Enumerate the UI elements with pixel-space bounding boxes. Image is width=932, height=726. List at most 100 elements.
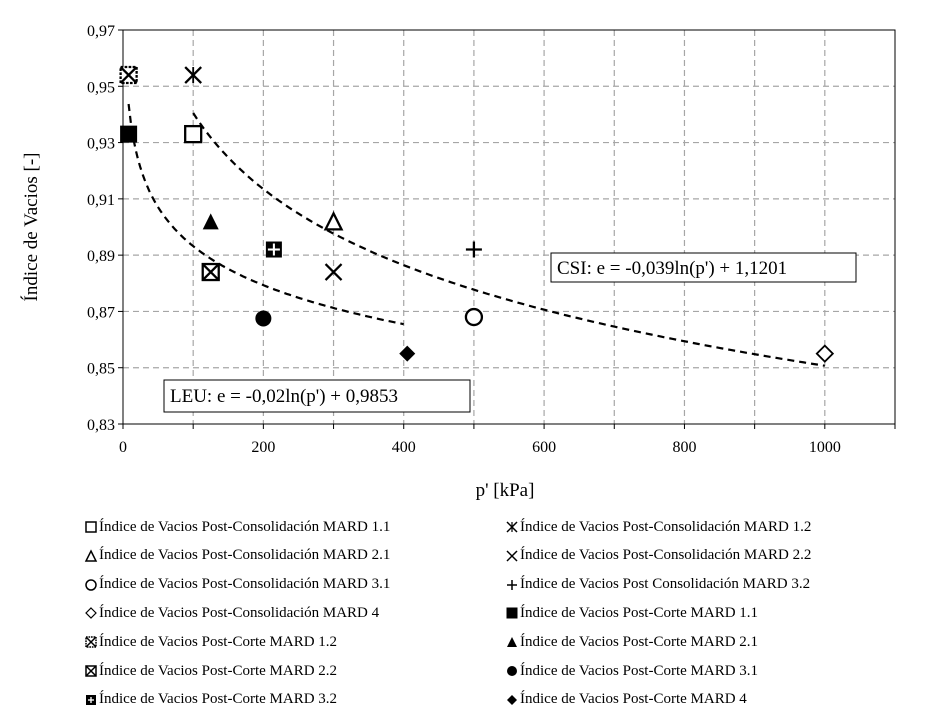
legend: Índice de Vacios Post-Consolidación MARD… bbox=[84, 516, 932, 724]
legend-item: Índice de Vacios Post-Consolidación MARD… bbox=[84, 516, 390, 538]
trendline-leu bbox=[127, 103, 404, 326]
data-point-9 bbox=[119, 65, 138, 85]
legend-marker-icon bbox=[506, 550, 518, 562]
data-points bbox=[119, 65, 835, 363]
data-point-10 bbox=[202, 213, 219, 230]
scatter-chart: 0,83 0,85 0,87 0,89 0,91 0,93 0,95 0,97 0 200 400… bbox=[20, 23, 896, 501]
y-tick-label: 0,87 bbox=[87, 304, 115, 321]
y-tick-label: 0,83 bbox=[87, 417, 115, 434]
legend-label: Índice de Vacios Post-Corte MARD 2.1 bbox=[520, 633, 759, 650]
legend-item: Índice de Vacios Post-Corte MARD 2.2 bbox=[84, 660, 337, 682]
leu-equation-label: LEU: e = -0,02ln(p') + 0,9853 bbox=[170, 386, 398, 407]
legend-marker bbox=[506, 607, 518, 619]
legend-item: Índice de Vacios Post-Consolidación MARD… bbox=[84, 574, 390, 596]
grid-lines bbox=[123, 30, 895, 424]
legend-marker-icon bbox=[507, 579, 517, 590]
legend-marker-icon bbox=[86, 694, 96, 705]
legend-marker bbox=[507, 694, 517, 705]
legend-marker bbox=[86, 694, 96, 705]
legend-marker bbox=[84, 549, 98, 562]
legend-label: Índice de Vacios Post-Consolidación MARD… bbox=[99, 576, 391, 593]
x-tick-label: 200 bbox=[251, 439, 275, 456]
legend-item: Índice de Vacios Post-Corte MARD 2.1 bbox=[505, 631, 758, 653]
legend-label: Índice de Vacios Post-Consolidación MARD… bbox=[99, 518, 391, 535]
trendlines bbox=[127, 103, 825, 367]
y-tick-label: 0,85 bbox=[87, 361, 115, 378]
legend-label: Índice de Vacios Post-Corte MARD 2.2 bbox=[99, 662, 338, 679]
legend-item: Índice de Vacios Post-Corte MARD 1.2 bbox=[84, 631, 337, 653]
legend-marker bbox=[506, 550, 518, 562]
trendline-csi bbox=[192, 112, 825, 367]
y-tick-label: 0,95 bbox=[87, 79, 115, 96]
data-point-13 bbox=[265, 241, 282, 258]
legend-marker bbox=[85, 665, 97, 677]
legend-marker bbox=[85, 607, 97, 620]
data-point-4 bbox=[324, 263, 343, 281]
legend-marker-icon bbox=[85, 578, 97, 591]
data-point-2 bbox=[184, 66, 202, 84]
legend-marker-icon bbox=[507, 694, 517, 705]
legend-marker-icon bbox=[506, 521, 518, 533]
legend-marker bbox=[85, 578, 97, 591]
y-tick-label: 0,91 bbox=[87, 192, 115, 209]
y-axis-tick-labels: 0,83 0,85 0,87 0,89 0,91 0,93 0,95 0,97 bbox=[87, 23, 115, 434]
legend-item: Índice de Vacios Post-Corte MARD 3.2 bbox=[84, 689, 337, 711]
x-tick-label: 0 bbox=[119, 439, 127, 456]
legend-item: Índice de Vacios Post-Corte MARD 1.1 bbox=[505, 602, 758, 624]
x-tick-label: 800 bbox=[672, 439, 696, 456]
plot-area bbox=[122, 29, 896, 425]
legend-marker-icon bbox=[85, 636, 97, 648]
data-point-1 bbox=[184, 124, 203, 144]
y-tick-label: 0,97 bbox=[87, 23, 115, 40]
data-point-3 bbox=[323, 210, 344, 231]
data-point-14 bbox=[399, 345, 416, 362]
x-axis-tick-labels: 0 200 400 600 800 1000 bbox=[119, 439, 841, 456]
legend-label: Índice de Vacios Post-Consolidación MARD… bbox=[520, 547, 812, 564]
legend-marker-icon bbox=[84, 549, 98, 562]
legend-label: Índice de Vacios Post-Consolidación MARD… bbox=[99, 604, 380, 621]
legend-marker-icon bbox=[85, 607, 97, 620]
legend-label: Índice de Vacios Post-Corte MARD 3.2 bbox=[99, 691, 338, 708]
legend-marker bbox=[507, 666, 517, 676]
legend-item: Índice de Vacios Post-Corte MARD 3.1 bbox=[505, 660, 758, 682]
data-point-6 bbox=[465, 241, 482, 258]
legend-label: Índice de Vacios Post Consolidación MARD… bbox=[520, 576, 811, 593]
legend-marker bbox=[507, 579, 517, 590]
legend-marker-icon bbox=[506, 607, 518, 619]
legend-marker bbox=[85, 521, 97, 533]
legend-item: Índice de Vacios Post-Consolidación MARD… bbox=[84, 602, 379, 624]
legend-marker bbox=[506, 521, 518, 533]
legend-label: Índice de Vacios Post-Corte MARD 4 bbox=[520, 691, 747, 708]
data-point-7 bbox=[815, 344, 835, 363]
y-tick-label: 0,89 bbox=[87, 248, 115, 265]
legend-label: Índice de Vacios Post-Consolidación MARD… bbox=[99, 547, 391, 564]
legend-item: Índice de Vacios Post-Consolidación MARD… bbox=[505, 545, 811, 567]
y-axis-title: Índice de Vacios [-] bbox=[20, 153, 42, 302]
legend-item: Índice de Vacios Post Consolidación MARD… bbox=[505, 574, 810, 596]
y-tick-label: 0,93 bbox=[87, 136, 115, 153]
data-point-8 bbox=[120, 125, 138, 143]
legend-label: Índice de Vacios Post-Corte MARD 1.2 bbox=[99, 633, 338, 650]
legend-marker-icon bbox=[507, 666, 517, 676]
legend-marker-icon bbox=[85, 521, 97, 533]
legend-item: Índice de Vacios Post-Consolidación MARD… bbox=[505, 516, 811, 538]
x-tick-label: 600 bbox=[532, 439, 556, 456]
legend-marker-icon bbox=[85, 665, 97, 677]
x-tick-label: 400 bbox=[392, 439, 416, 456]
data-point-5 bbox=[464, 307, 484, 327]
legend-marker-icon bbox=[507, 637, 517, 648]
legend-marker bbox=[507, 637, 517, 648]
legend-label: Índice de Vacios Post-Corte MARD 3.1 bbox=[520, 662, 759, 679]
csi-equation-label: CSI: e = -0,039ln(p') + 1,1201 bbox=[557, 258, 787, 279]
x-axis-title: p' [kPa] bbox=[476, 480, 535, 501]
legend-item: Índice de Vacios Post-Consolidación MARD… bbox=[84, 545, 390, 567]
data-point-11 bbox=[201, 262, 220, 282]
legend-item: Índice de Vacios Post-Corte MARD 4 bbox=[505, 689, 747, 711]
x-tick-label: 1000 bbox=[809, 439, 841, 456]
data-point-12 bbox=[255, 310, 272, 327]
csi-equation-box: CSI: e = -0,039ln(p') + 1,1201 bbox=[550, 252, 857, 283]
legend-marker bbox=[85, 636, 97, 648]
legend-label: Índice de Vacios Post-Consolidación MARD… bbox=[520, 518, 812, 535]
leu-equation-box: LEU: e = -0,02ln(p') + 0,9853 bbox=[163, 379, 471, 413]
legend-label: Índice de Vacios Post-Corte MARD 1.1 bbox=[520, 604, 759, 621]
